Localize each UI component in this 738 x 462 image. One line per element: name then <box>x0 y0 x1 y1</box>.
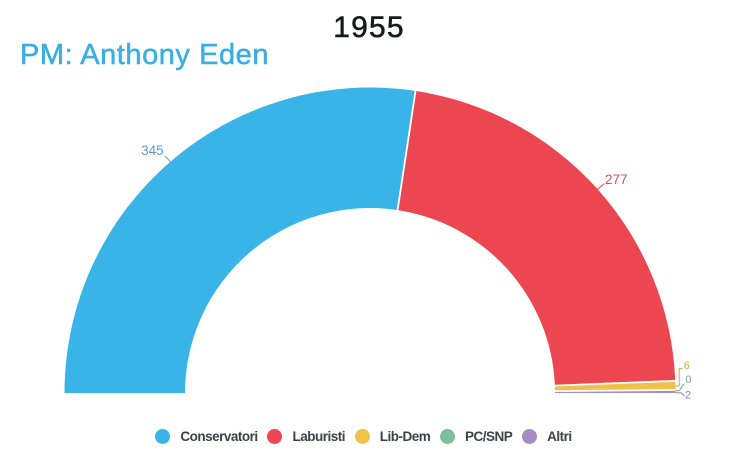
svg-text:0: 0 <box>685 374 691 386</box>
svg-text:277: 277 <box>605 172 628 187</box>
svg-text:6: 6 <box>684 360 690 372</box>
svg-text:345: 345 <box>141 143 164 158</box>
svg-text:2: 2 <box>685 389 691 401</box>
